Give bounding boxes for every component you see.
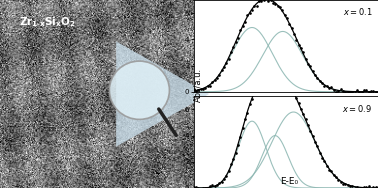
- Circle shape: [109, 61, 169, 119]
- Text: $x = 0.9$: $x = 0.9$: [342, 103, 372, 114]
- Text: Abs/a.u.: Abs/a.u.: [193, 67, 202, 102]
- Text: $x = 0.1$: $x = 0.1$: [342, 6, 372, 17]
- Polygon shape: [116, 41, 209, 147]
- Text: $\mathbf{Zr_{1\text{-}x}Si_xO_2}$: $\mathbf{Zr_{1\text{-}x}Si_xO_2}$: [19, 15, 76, 29]
- Text: E-E₀: E-E₀: [280, 177, 298, 186]
